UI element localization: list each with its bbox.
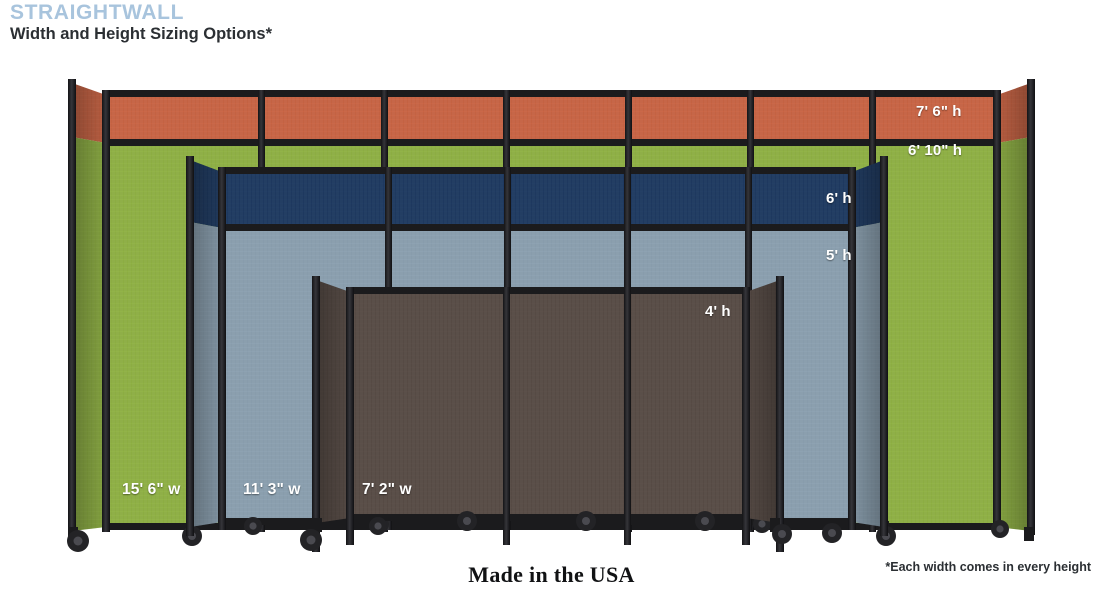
- post-left-outer: [68, 79, 76, 535]
- rail-top: [106, 90, 997, 97]
- rail-lightblue-bottom: [222, 518, 852, 525]
- post-l2-left-corner: [218, 167, 226, 530]
- rail-orange-green: [106, 139, 997, 146]
- rail-navy-top: [222, 167, 852, 174]
- wall-7ft2in-4ft: [300, 276, 792, 552]
- page-subtitle: Width and Height Sizing Options*: [10, 25, 272, 44]
- page-title: STRAIGHTWALL: [10, 1, 185, 24]
- post-right-outer: [1027, 79, 1035, 535]
- rail-bottom: [106, 523, 997, 530]
- post-l3-1: [503, 287, 510, 545]
- made-in-usa-text: Made in the USA: [468, 562, 635, 587]
- post-l2-right-corner: [848, 167, 856, 530]
- rail-navy-lightblue: [222, 224, 852, 231]
- header-block: STRAIGHTWALL Width and Height Sizing Opt…: [10, 1, 272, 45]
- rail-brown-top: [350, 287, 746, 294]
- post-l3-left-corner: [346, 287, 354, 545]
- post-left-corner: [102, 90, 110, 532]
- post-right-corner: [993, 90, 1001, 532]
- post-l3-left-outer: [312, 276, 320, 552]
- footnote-text: *Each width comes in every height: [885, 560, 1091, 574]
- post-l2-right-outer: [880, 156, 888, 536]
- post-l3-right-corner: [742, 287, 750, 545]
- post-l3-2: [624, 287, 631, 545]
- caster-group-front: [300, 511, 792, 551]
- rail-brown-bottom: [350, 514, 746, 521]
- post-l2-left-outer: [186, 156, 194, 536]
- post-l3-right-outer: [776, 276, 784, 552]
